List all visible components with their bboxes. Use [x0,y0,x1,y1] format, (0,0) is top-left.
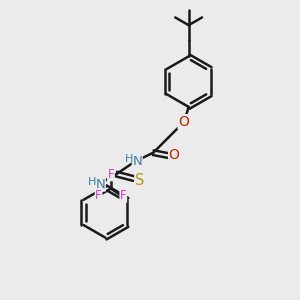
Text: F: F [95,189,102,202]
Text: N: N [95,178,105,191]
Text: N: N [132,155,142,168]
Text: F: F [108,168,114,181]
Text: O: O [169,148,179,162]
Text: S: S [135,172,144,188]
Text: O: O [178,115,189,129]
Text: H: H [88,177,96,187]
Text: F: F [120,189,127,202]
Text: H: H [125,154,133,164]
